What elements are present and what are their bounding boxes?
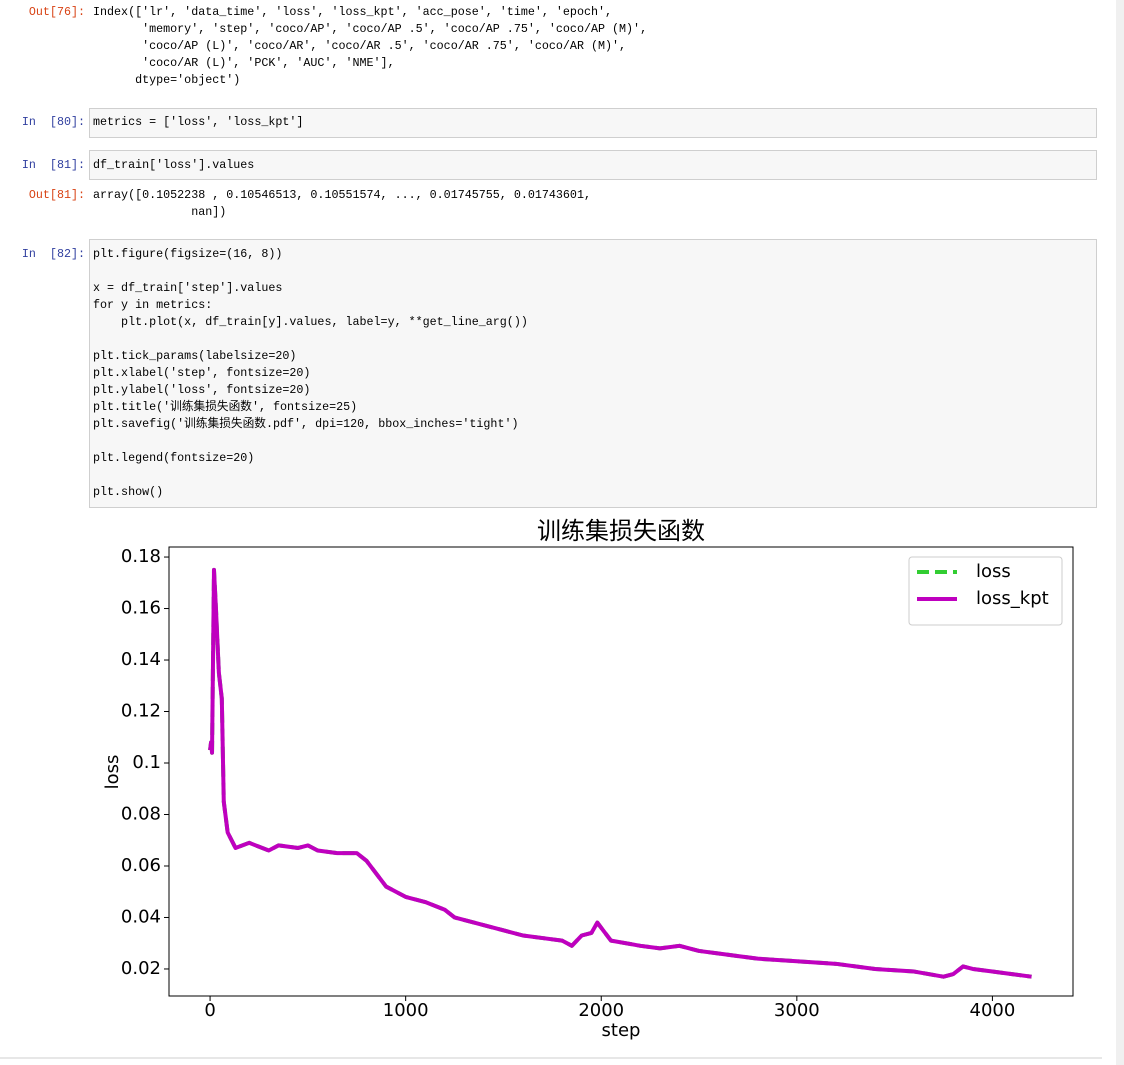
code-line: plt.title('训练集损失函数', fontsize=25) (93, 399, 357, 414)
y-axis-label: loss (102, 755, 123, 790)
code-line: metrics = ['loss', 'loss_kpt'] (93, 115, 303, 129)
y-tick-label: 0.02 (121, 958, 161, 979)
chart: 训练集损失函数 step loss 0.02 0.04 0.06 0.08 0.1 0.1… (102, 517, 1074, 1041)
code-line: plt.tick_params(labelsize=20) (93, 349, 296, 363)
scrollbar[interactable] (1116, 0, 1124, 1065)
y-tick-label: 0.1 (132, 752, 161, 773)
code-line: dtype='object') (93, 73, 240, 87)
legend-label: loss (976, 561, 1011, 582)
code-line: Index(['lr', 'data_time', 'loss', 'loss_… (93, 5, 612, 19)
code-line: array([0.1052238 , 0.10546513, 0.1055157… (93, 188, 591, 202)
code-line: df_train['loss'].values (93, 158, 254, 172)
code-line: for y in metrics: (93, 298, 212, 312)
legend-box (908, 556, 1063, 626)
y-tick-label: 0.18 (121, 546, 161, 567)
x-tick-label: 1000 (383, 1000, 429, 1021)
cell-prompt: Out[81]: (29, 188, 85, 202)
y-tick-label: 0.06 (121, 855, 161, 876)
cell-prompt: In [80]: (22, 115, 85, 129)
y-tick-label: 0.16 (121, 598, 161, 619)
x-tick-label: 2000 (578, 1000, 624, 1021)
code-line: 'coco/AP (L)', 'coco/AR', 'coco/AR .5', … (93, 39, 626, 53)
input-box[interactable] (89, 239, 1097, 508)
code-line: 'memory', 'step', 'coco/AP', 'coco/AP .5… (93, 22, 647, 36)
code-line: plt.xlabel('step', fontsize=20) (93, 366, 310, 380)
code-line: plt.legend(fontsize=20) (93, 451, 254, 465)
code-line: plt.show() (93, 485, 163, 499)
x-tick-label: 3000 (774, 1000, 820, 1021)
y-tick-label: 0.12 (121, 701, 161, 722)
code-line: plt.savefig('训练集损失函数.pdf', dpi=120, bbox… (93, 416, 518, 431)
cell-prompt: In [81]: (22, 158, 85, 172)
series-line (208, 567, 1032, 979)
cell-prompt: Out[76]: (29, 5, 85, 19)
code-line: nan]) (93, 205, 226, 219)
cell-prompt: In [82]: (22, 247, 85, 261)
y-tick-label: 0.14 (121, 649, 161, 670)
code-line: plt.ylabel('loss', fontsize=20) (93, 383, 310, 397)
code-line: plt.plot(x, df_train[y].values, label=y,… (93, 315, 528, 329)
code-line: 'coco/AR (L)', 'PCK', 'AUC', 'NME'], (93, 56, 395, 70)
code-line: plt.figure(figsize=(16, 8)) (93, 247, 282, 261)
input-box[interactable] (89, 150, 1097, 180)
y-tick-label: 0.08 (121, 803, 161, 824)
x-tick-label: 4000 (970, 1000, 1016, 1021)
series-line (208, 567, 1032, 979)
y-tick-label: 0.04 (121, 906, 161, 927)
x-tick-label: 0 (204, 1000, 215, 1021)
code-line: x = df_train['step'].values (93, 281, 282, 295)
legend-label: loss_kpt (976, 588, 1049, 609)
plot-frame (168, 546, 1074, 997)
input-box[interactable] (89, 108, 1097, 138)
chart-title: 训练集损失函数 (537, 517, 705, 545)
x-axis-label: step (602, 1020, 641, 1041)
